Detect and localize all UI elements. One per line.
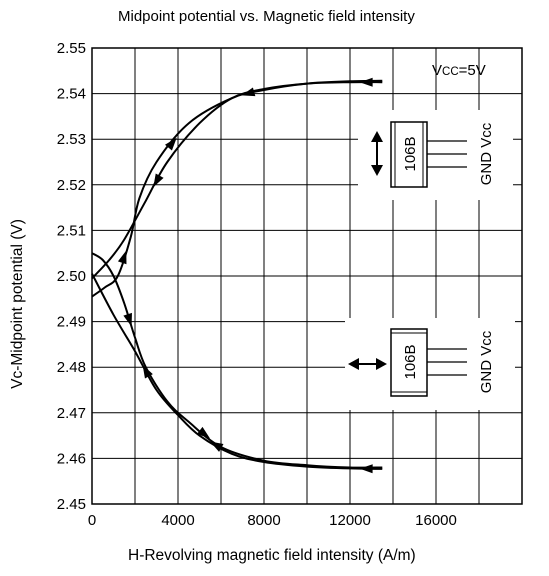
tick-labels: 0 4000 8000 12000 16000 2.45 2.46 2.47 2.48 2.49 2… [57,40,457,529]
series-line [91,79,383,298]
chart-title: Midpoint potential vs. Magnetic field in… [118,8,415,25]
x-tick-label: 8000 [247,512,280,529]
supply-voltage-value: =5V [458,62,486,79]
y-tick-label: 2.53 [57,131,86,148]
y-tick-label: 2.47 [57,405,86,422]
supply-voltage-label: VCC=5V [432,62,486,79]
y-axis-label: Vc-Midpoint potential (V) [9,219,26,389]
x-tick-label: 12000 [329,512,371,529]
x-tick-label: 16000 [415,512,457,529]
y-tick-label: 2.51 [57,222,86,239]
horizontal-field-arrow-icon [348,358,387,370]
series-line [91,81,383,279]
pin-label: GND Vcc [478,330,495,393]
inset-vertical-field: 106B GND Vcc [358,110,513,200]
chip-label: 106B [402,136,419,171]
inset-horizontal-field: 106B GND Vcc [345,318,515,410]
y-tick-label: 2.52 [57,177,86,194]
y-tick-label: 2.46 [57,450,86,467]
vertical-field-arrow-icon [371,131,383,176]
y-tick-label: 2.55 [57,40,86,57]
plot-frame [91,47,523,505]
sensor-chip-icon: 106B [390,328,467,397]
y-tick-label: 2.49 [57,314,86,331]
series-line [91,252,383,469]
y-tick-label: 2.50 [57,268,86,285]
curve-arrow-icon [359,464,373,474]
y-tick-label: 2.48 [57,359,86,376]
x-tick-label: 4000 [161,512,194,529]
chip-label: 106B [402,344,419,379]
curve-arrow-icon [117,250,127,265]
sensor-chip-icon: 106B [390,121,467,188]
supply-voltage-subscript: CC [442,66,459,78]
series-line [91,273,383,470]
curve-arrow-icon [241,87,256,97]
curve-arrow-icon [359,77,373,87]
curve-arrow-icon [196,426,211,439]
curve-arrow-icon [142,364,153,379]
curve-arrow-icon [153,173,164,188]
curve-arrow-icon [209,441,224,452]
y-tick-label: 2.54 [57,86,86,103]
curve-arrow-icon [123,312,132,327]
supply-voltage-prefix: V [432,62,443,79]
curve-arrow-icon [165,137,177,151]
curve-arrows [117,77,373,474]
axes [91,47,523,505]
x-axis-label: H-Revolving magnetic field intensity (A/… [128,547,416,564]
y-tick-label: 2.45 [57,496,86,513]
x-tick-label: 0 [88,512,96,529]
pin-label: GND Vcc [478,122,495,185]
